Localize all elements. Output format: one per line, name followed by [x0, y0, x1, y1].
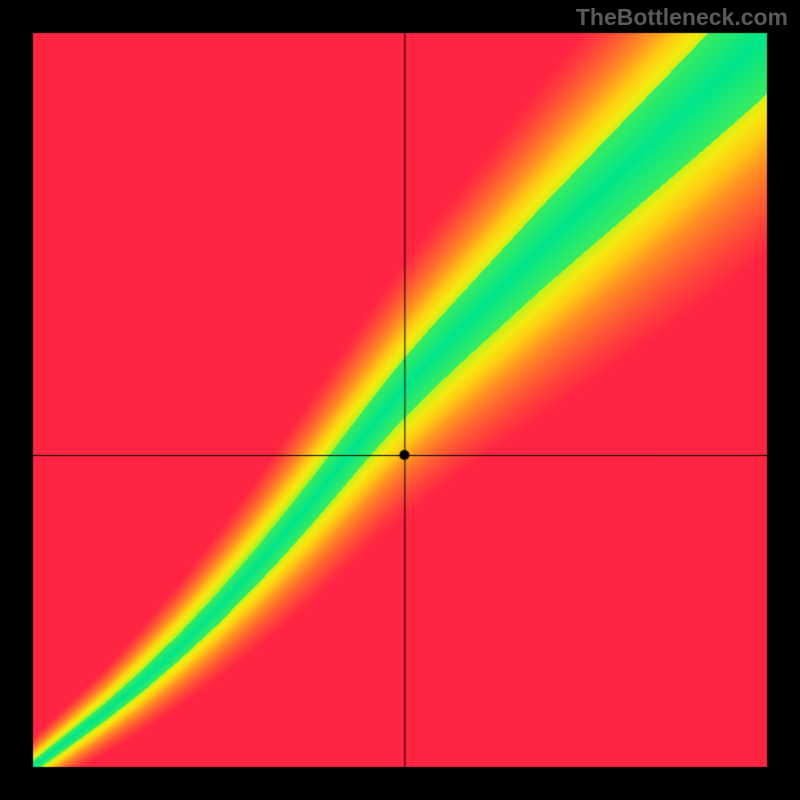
- watermark: TheBottleneck.com: [576, 4, 788, 31]
- bottleneck-heatmap: [0, 0, 800, 800]
